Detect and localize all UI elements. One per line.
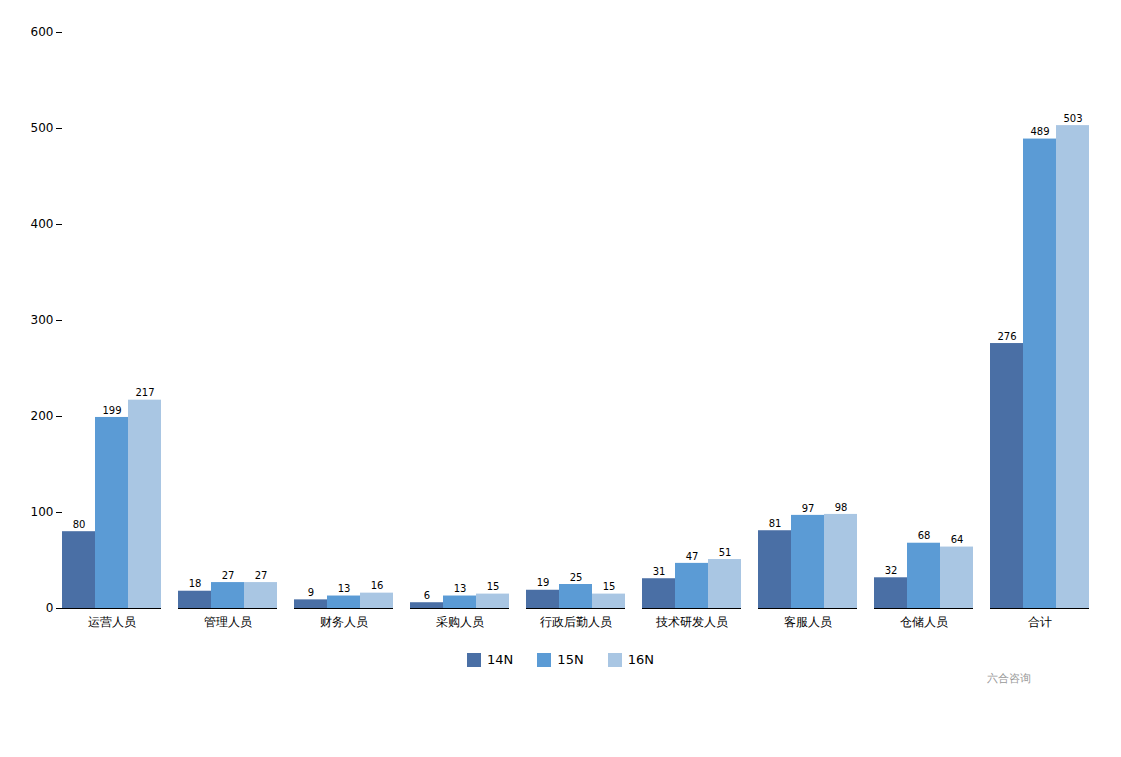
- html-text:16N: 16N: [627, 652, 654, 667]
- svg-text:0: 0: [46, 601, 54, 615]
- svg-text:217: 217: [135, 387, 154, 398]
- svg-text:81: 81: [769, 518, 782, 529]
- svg-text:600: 600: [31, 25, 54, 39]
- svg-text:技术研发人员: 技术研发人员: [655, 615, 728, 629]
- svg-text:400: 400: [31, 217, 54, 231]
- svg-text:18: 18: [189, 578, 202, 589]
- svg-text:300: 300: [31, 313, 54, 327]
- svg-text:财务人员: 财务人员: [320, 615, 368, 629]
- svg-text:100: 100: [31, 505, 54, 519]
- svg-text:489: 489: [1030, 126, 1049, 137]
- svg-text:16: 16: [371, 580, 384, 591]
- svg-text:199: 199: [102, 405, 121, 416]
- svg-text:500: 500: [31, 121, 54, 135]
- html-text:14N: 14N: [487, 652, 514, 667]
- svg-text:运营人员: 运营人员: [88, 615, 136, 629]
- svg-text:15: 15: [487, 581, 500, 592]
- svg-text:98: 98: [835, 502, 848, 513]
- svg-text:15: 15: [603, 581, 616, 592]
- svg-text:采购人员: 采购人员: [436, 615, 484, 629]
- svg-text:9: 9: [308, 587, 314, 598]
- svg-text:97: 97: [802, 503, 815, 514]
- svg-text:13: 13: [338, 583, 351, 594]
- svg-text:503: 503: [1063, 113, 1082, 124]
- svg-text:13: 13: [454, 583, 467, 594]
- svg-text:行政后勤人员: 行政后勤人员: [540, 615, 612, 629]
- svg-text:276: 276: [997, 331, 1016, 342]
- svg-text:27: 27: [255, 570, 268, 581]
- svg-text:68: 68: [918, 530, 931, 541]
- svg-text:管理人员: 管理人员: [204, 615, 252, 629]
- svg-text:19: 19: [537, 577, 550, 588]
- html-text:15N: 15N: [557, 652, 584, 667]
- svg-text:6: 6: [424, 590, 430, 601]
- html-text:六合咨询: 六合咨询: [987, 672, 1031, 685]
- svg-text:47: 47: [686, 551, 699, 562]
- svg-text:51: 51: [719, 547, 732, 558]
- svg-text:80: 80: [73, 519, 86, 530]
- svg-text:合计: 合计: [1028, 615, 1052, 629]
- svg-text:仓储人员: 仓储人员: [900, 615, 948, 629]
- svg-text:31: 31: [653, 566, 666, 577]
- svg-text:客服人员: 客服人员: [784, 615, 832, 629]
- svg-text:64: 64: [951, 534, 964, 545]
- svg-text:25: 25: [570, 572, 583, 583]
- svg-text:200: 200: [31, 409, 54, 423]
- svg-text:32: 32: [885, 565, 898, 576]
- svg-text:27: 27: [222, 570, 235, 581]
